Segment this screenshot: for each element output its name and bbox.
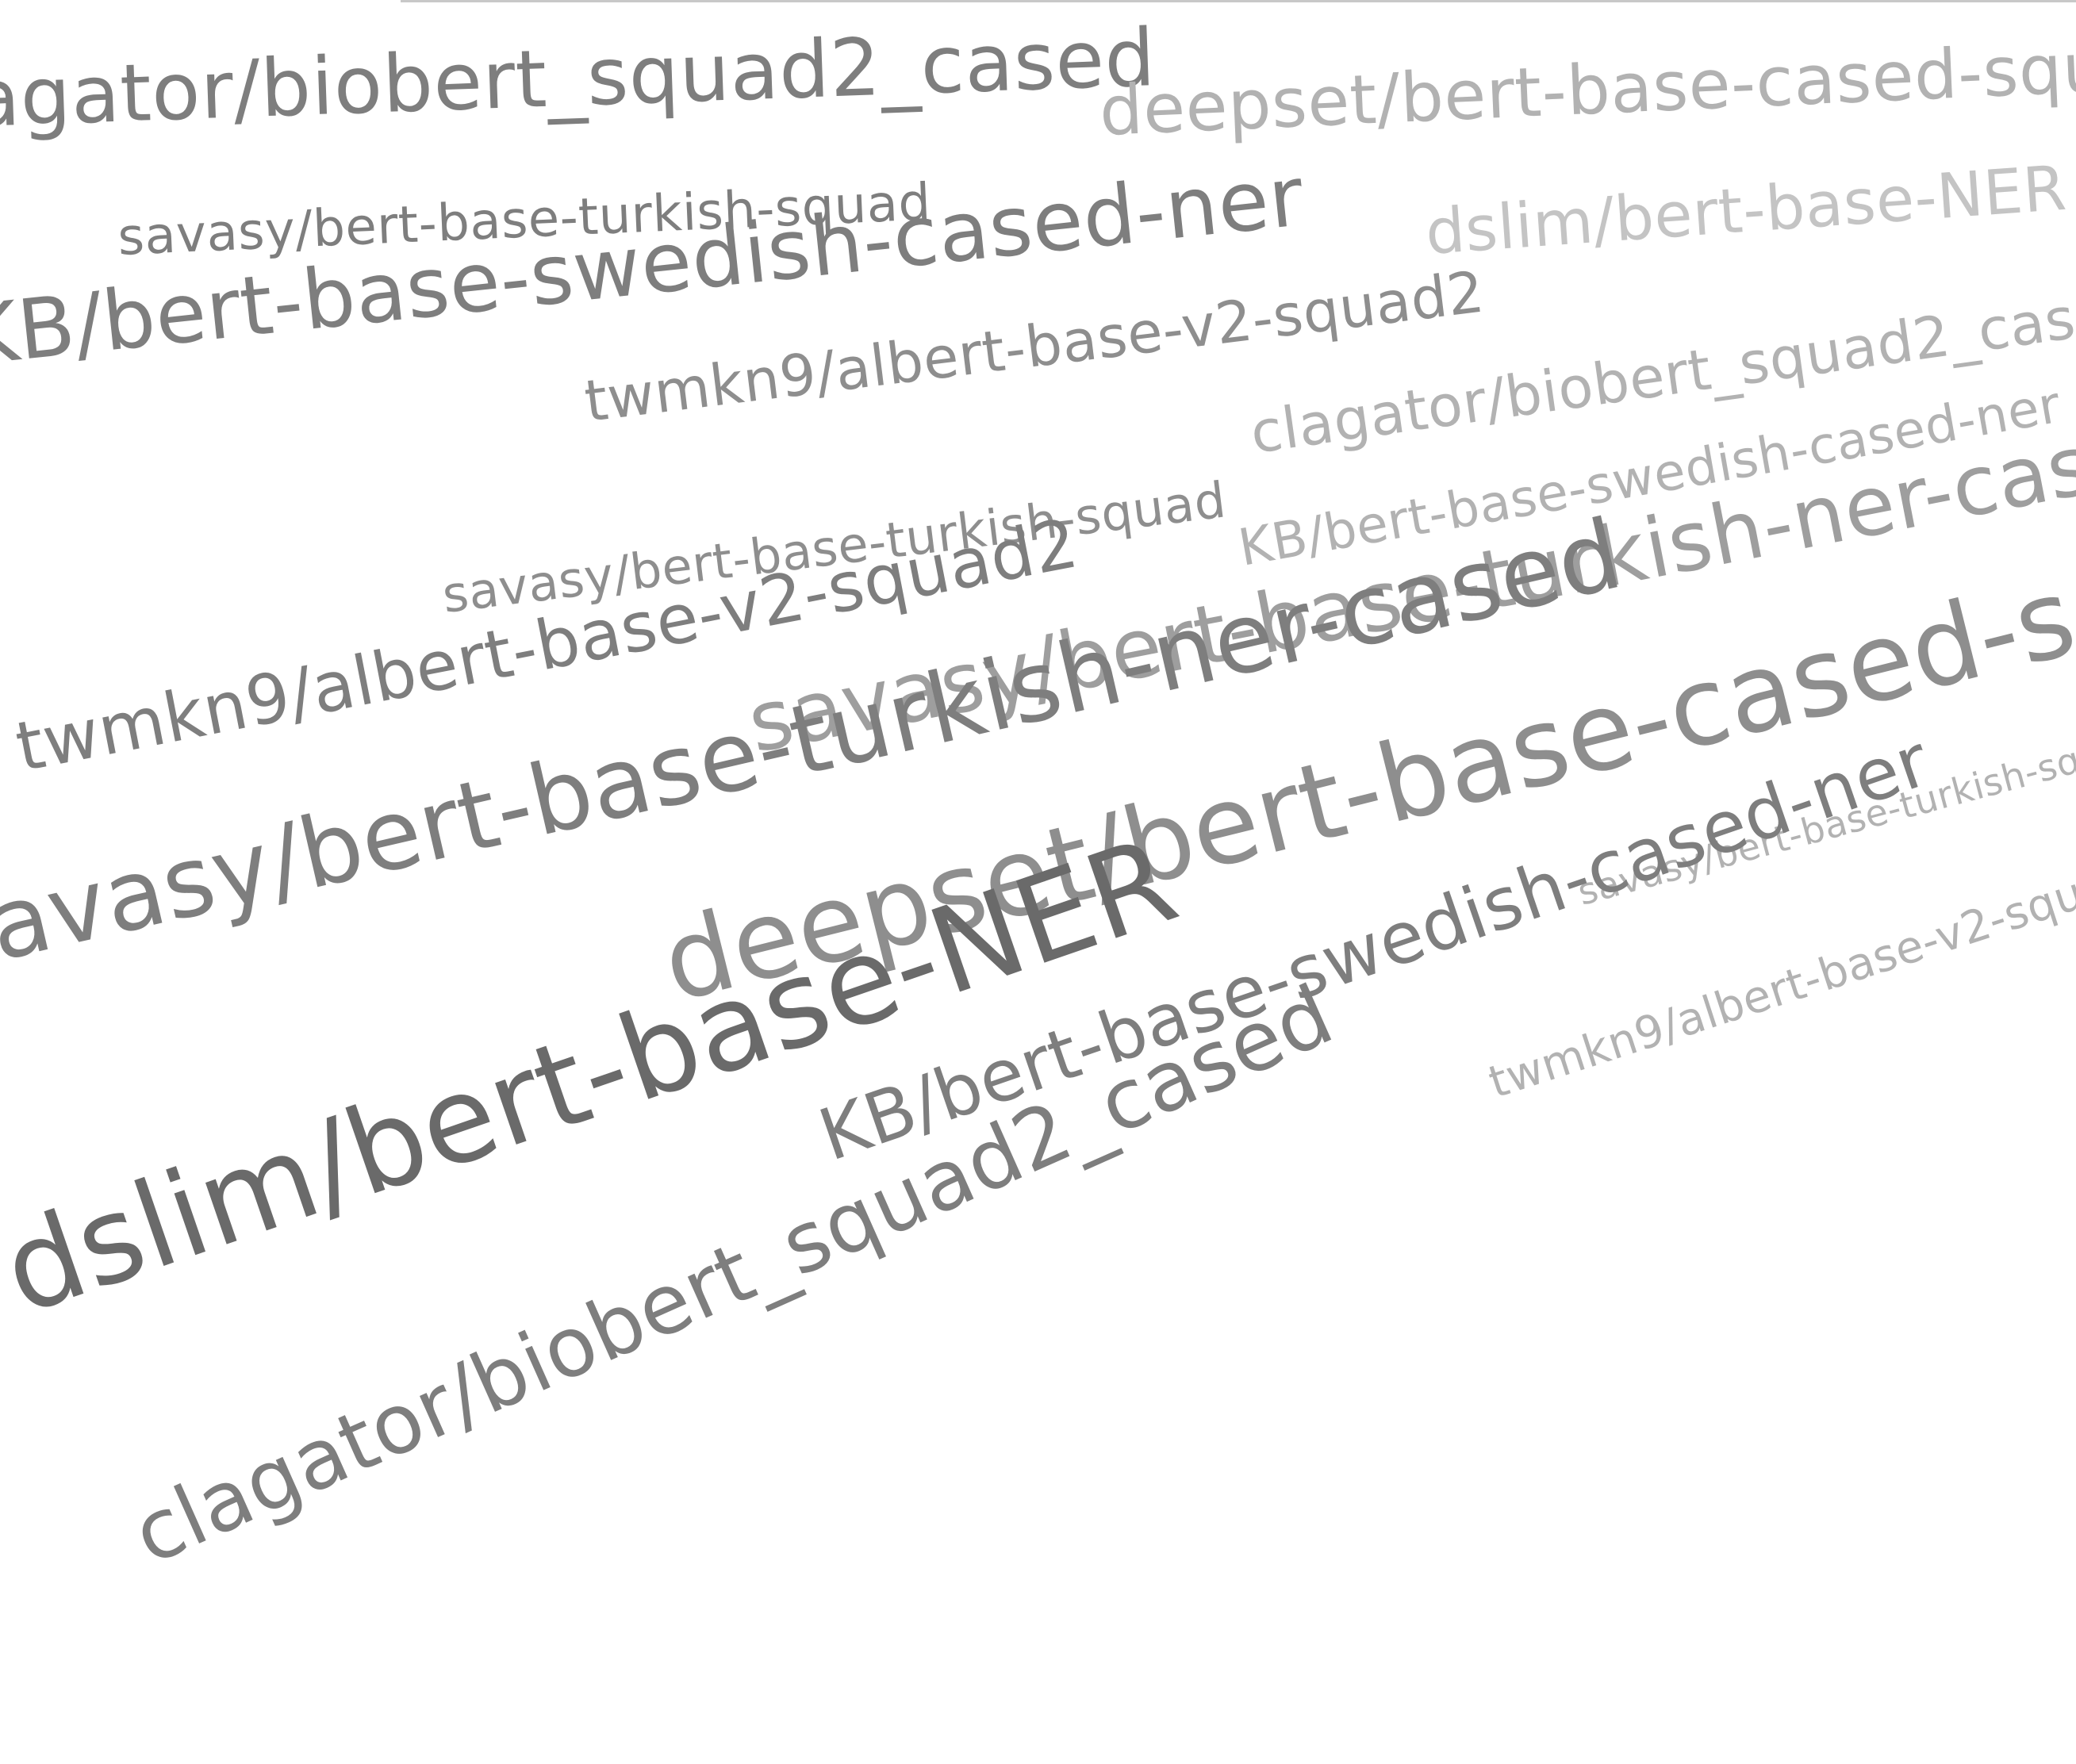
word-label: dslim/bert-base-NER bbox=[1423, 152, 2069, 269]
top-border-line bbox=[401, 0, 2076, 2]
word-label: clagator/biobert_squad2_cased bbox=[0, 11, 1157, 148]
word-label: deepset/bert-base-cased-squad2 bbox=[1097, 22, 2076, 151]
